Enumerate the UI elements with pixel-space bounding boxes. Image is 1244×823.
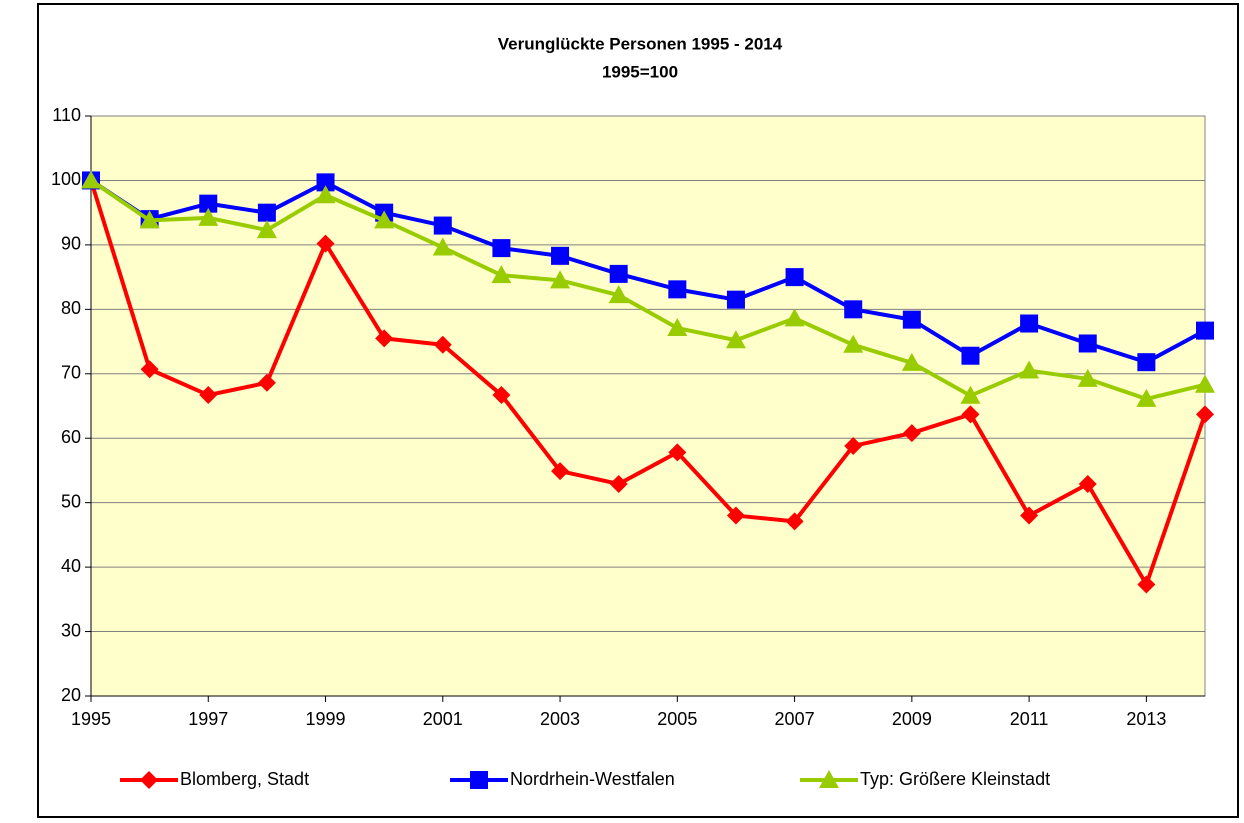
marker [668,280,687,299]
marker [609,264,628,283]
x-tick-label: 2007 [775,709,815,729]
marker [492,239,511,258]
x-tick-label: 2003 [540,709,580,729]
marker [139,210,160,229]
y-tick-label: 110 [52,105,81,125]
marker [374,210,395,229]
marker [199,386,218,405]
marker [140,771,158,789]
marker [1137,575,1156,594]
marker [784,308,805,327]
marker [433,335,452,354]
marker [375,329,394,348]
marker [492,386,511,405]
series-line [89,178,1206,401]
y-tick-label: 40 [61,556,81,576]
marker [725,330,746,349]
y-tick-label: 60 [61,427,81,447]
legend-label: Blomberg, Stadt [180,769,309,789]
marker [1020,506,1039,525]
marker [844,300,863,319]
marker [316,173,335,192]
marker [785,268,804,287]
y-tick-label: 70 [61,363,81,383]
marker [1196,321,1214,340]
marker [1137,353,1156,372]
x-tick-label: 1995 [71,709,111,729]
marker [726,506,745,525]
marker [1019,360,1040,379]
chart-title: Verunglückte Personen 1995 - 2014 [498,34,783,53]
marker [550,270,571,289]
y-tick-label: 50 [61,491,81,511]
x-tick-label: 1997 [188,709,228,729]
marker [1136,388,1157,407]
marker [257,203,276,222]
marker [819,770,839,788]
marker [961,346,980,365]
marker [609,474,628,493]
marker [1078,334,1097,353]
marker [315,185,336,204]
marker [491,265,512,284]
y-tick-label: 90 [61,234,81,254]
marker [1196,405,1214,424]
series-line [89,179,1207,587]
marker [198,207,219,226]
x-tick-label: 2005 [657,709,697,729]
marker [551,462,570,481]
x-tick-label: 2013 [1126,709,1166,729]
marker [551,246,570,265]
marker [902,310,921,329]
y-tick-label: 30 [61,620,81,640]
marker [960,385,981,404]
marker [668,443,687,462]
marker [961,405,980,424]
series-line [89,178,1206,365]
marker [81,170,101,189]
marker [667,318,688,337]
marker [843,334,864,353]
x-tick-label: 2009 [892,709,932,729]
marker [432,237,453,256]
marker [1078,474,1097,493]
legend-label: Typ: Größere Kleinstadt [860,769,1050,789]
marker [1020,314,1039,333]
plot-area [90,115,1206,697]
marker [844,436,863,455]
marker [256,220,277,239]
marker [608,285,629,304]
marker [901,352,922,371]
marker [140,360,159,379]
marker [785,512,804,531]
marker [1195,374,1215,393]
marker [316,234,335,253]
legend-label: Nordrhein-Westfalen [510,769,675,789]
marker [902,424,921,443]
x-tick-label: 1999 [306,709,346,729]
y-tick-label: 20 [61,685,81,705]
x-tick-label: 2011 [1010,709,1049,729]
chart-subtitle: 1995=100 [602,62,678,81]
marker [433,216,452,235]
marker [257,373,276,392]
x-tick-label: 2001 [423,709,463,729]
marker [726,290,745,309]
marker [470,771,488,789]
marker [199,194,218,213]
marker [1077,368,1098,387]
y-tick-label: 100 [51,169,81,189]
y-tick-label: 80 [61,298,81,318]
